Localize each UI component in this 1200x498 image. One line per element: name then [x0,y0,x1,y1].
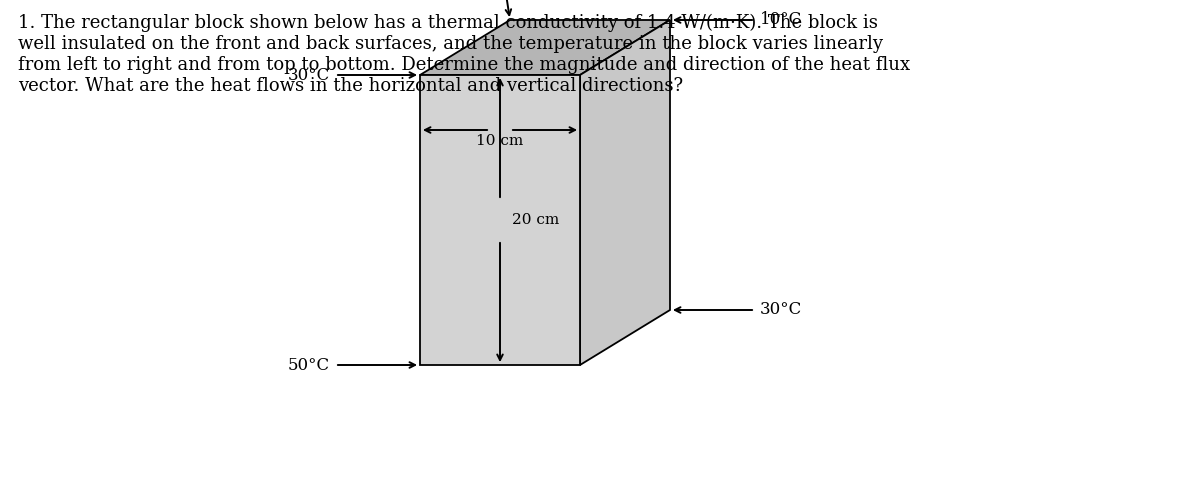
Text: 30°C: 30°C [760,301,803,319]
Text: 10°C: 10°C [760,11,803,28]
Text: 20 cm: 20 cm [512,213,559,227]
Text: 50°C: 50°C [288,357,330,374]
Text: 10 cm: 10 cm [476,134,523,148]
Polygon shape [580,20,670,365]
Polygon shape [420,20,670,75]
Text: 1. The rectangular block shown below has a thermal conductivity of 1.4 W/(m·K). : 1. The rectangular block shown below has… [18,14,910,95]
Polygon shape [420,75,580,365]
Text: 30°C: 30°C [288,67,330,84]
